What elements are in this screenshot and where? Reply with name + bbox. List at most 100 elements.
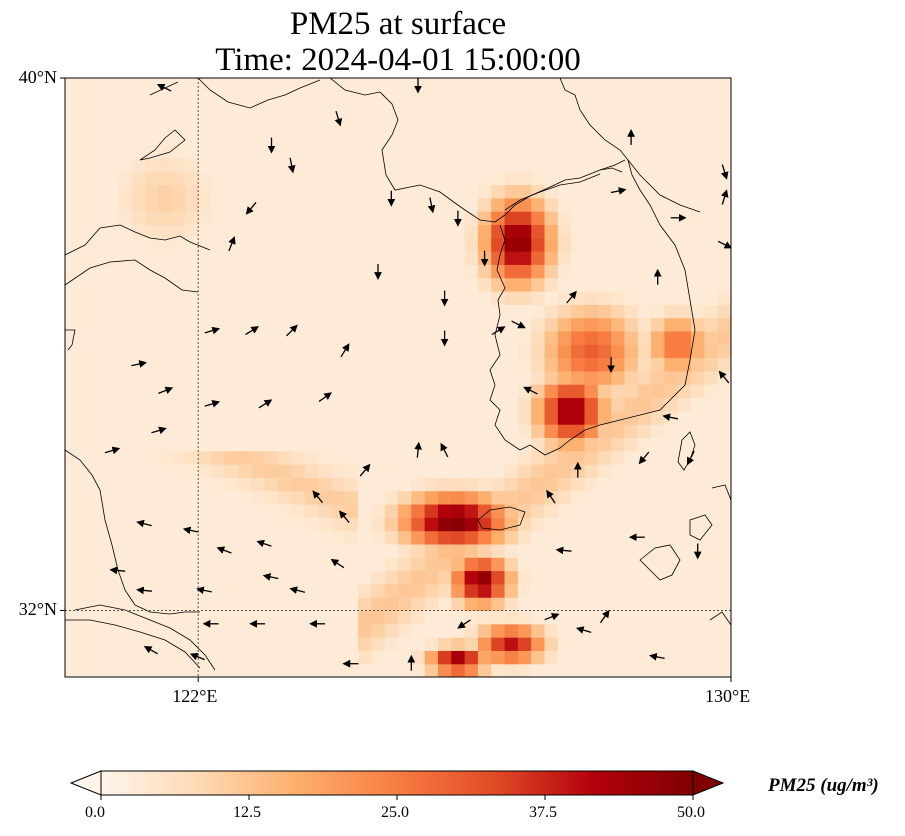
pm25-cell [398, 384, 412, 399]
pm25-cell [91, 144, 106, 159]
pm25-cell [384, 437, 399, 452]
pm25-cell [584, 330, 599, 345]
pm25-cell [504, 623, 519, 638]
pm25-cell [78, 104, 93, 119]
wind-arrow [687, 450, 695, 466]
pm25-cell [278, 517, 293, 532]
pm25-cell [238, 304, 253, 319]
pm25-cell [118, 650, 133, 665]
pm25-cell [677, 370, 692, 385]
pm25-cell [424, 583, 439, 598]
pm25-cell [371, 557, 386, 572]
pm25-cell [437, 211, 452, 226]
pm25-cell [304, 650, 319, 665]
pm25-cell [664, 197, 679, 212]
pm25-cell [144, 490, 159, 505]
colorbar-ramp [100, 770, 694, 796]
pm25-cell [65, 557, 79, 572]
pm25-cell [584, 370, 599, 385]
pm25-cell [358, 477, 372, 492]
pm25-cell [411, 530, 426, 545]
pm25-cell [291, 490, 306, 505]
pm25-cell [491, 450, 506, 465]
pm25-cell [451, 517, 466, 532]
wind-arrow [204, 400, 221, 408]
pm25-cell [611, 464, 626, 478]
pm25-cell [224, 410, 239, 425]
pm25-cell [198, 290, 213, 305]
pm25-cell [184, 583, 199, 598]
pm25-cell [238, 623, 253, 638]
pm25-cell [224, 557, 239, 572]
coastlines [65, 78, 731, 671]
pm25-cell [291, 237, 306, 252]
pm25-cell [398, 157, 412, 172]
pm25-cell [544, 197, 559, 212]
pm25-cell [451, 117, 466, 132]
pm25-cell [104, 543, 119, 558]
pm25-cell [198, 104, 213, 119]
pm25-cell [437, 557, 452, 572]
pm25-cell [184, 264, 199, 279]
pm25-cell [464, 424, 479, 438]
pm25-cell [78, 490, 93, 505]
pm25-cell [278, 623, 293, 638]
pm25-cell [424, 437, 439, 452]
pm25-cell [304, 237, 319, 252]
pm25-cell [717, 503, 731, 518]
pm25-cell [677, 424, 692, 438]
pm25-cell [584, 264, 599, 279]
pm25-cell [491, 437, 506, 452]
pm25-cell [171, 570, 186, 585]
pm25-cell [597, 290, 612, 305]
pm25-cell [344, 224, 359, 239]
pm25-cell [464, 237, 479, 252]
pm25-cell [158, 437, 173, 452]
pm25-cell [691, 264, 705, 279]
pm25-cell [118, 277, 133, 292]
pm25-cell [584, 583, 599, 598]
pm25-cell [198, 344, 213, 359]
pm25-cell [664, 663, 679, 677]
pm25-cell [531, 104, 546, 119]
pm25-cell [104, 477, 119, 492]
pm25-cell [544, 437, 559, 452]
pm25-cell [651, 663, 665, 677]
pm25-cell [651, 144, 665, 159]
pm25-cell [304, 410, 319, 425]
pm25-cell [504, 490, 519, 505]
pm25-cell [491, 384, 506, 399]
pm25-cell [358, 517, 372, 532]
pm25-cell [251, 251, 266, 265]
pm25-cell [517, 211, 532, 226]
pm25-cell [504, 184, 519, 199]
pm25-cell [437, 637, 452, 651]
pm25-cell [411, 370, 426, 385]
pm25-cell [91, 104, 106, 119]
pm25-cell [398, 264, 412, 279]
pm25-cell [78, 171, 93, 186]
pm25-cell [717, 650, 731, 665]
pm25-cell [424, 517, 439, 532]
pm25-cell [477, 597, 492, 612]
pm25-cell [304, 317, 319, 332]
pm25-cell [118, 330, 133, 345]
pm25-cell [131, 650, 146, 665]
pm25-cell [224, 131, 239, 146]
pm25-cell [424, 224, 439, 239]
pm25-cell [224, 171, 239, 186]
pm25-cell [91, 663, 106, 677]
pm25-cell [278, 530, 293, 545]
pm25-cell [344, 623, 359, 638]
pm25-cell [597, 517, 612, 532]
wind-arrow [720, 189, 729, 205]
pm25-cell [504, 317, 519, 332]
pm25-cell [437, 117, 452, 132]
pm25-cell [451, 597, 466, 612]
pm25-cell [691, 530, 705, 545]
pm25-cell [264, 397, 279, 412]
pm25-cell [451, 490, 466, 505]
pm25-cell [531, 450, 546, 465]
pm25-cell [118, 557, 133, 572]
pm25-cell [211, 517, 226, 532]
